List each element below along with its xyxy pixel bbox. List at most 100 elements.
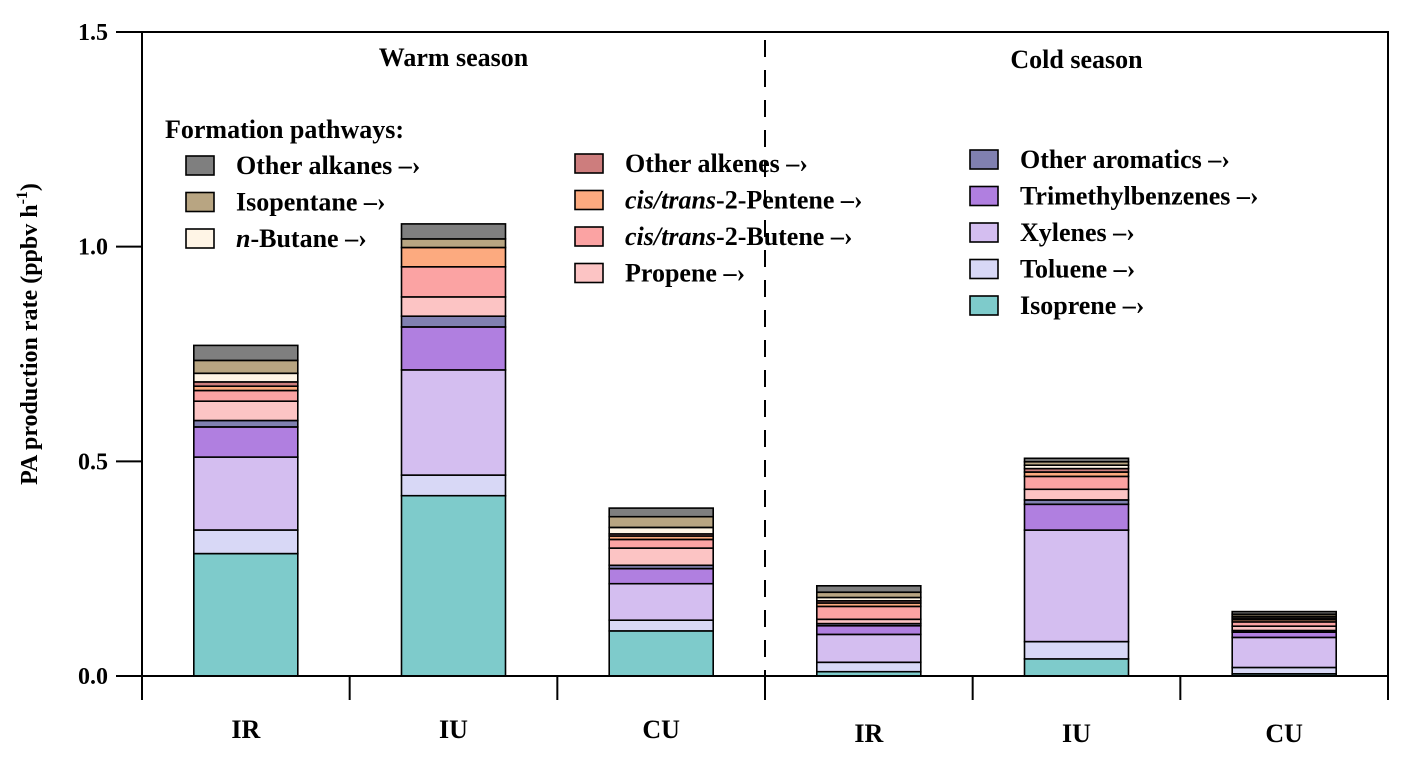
bar-segment-cu-3-toluene bbox=[608, 619, 715, 632]
y-tick-label: 0.0 bbox=[78, 664, 108, 690]
bar-segment-ir-4-trimethylbenzenes bbox=[815, 624, 922, 636]
legend-label: Trimethylbenzenes –› bbox=[1020, 182, 1259, 211]
bar-segment-iu-2-trimethylbenzenes bbox=[400, 326, 507, 371]
y-tick-label: 1.0 bbox=[78, 235, 108, 261]
bar-segment-iu-5-propene bbox=[1023, 488, 1130, 501]
y-axis-title: PA production rate (ppbv h-1) bbox=[14, 183, 43, 485]
legend-item-other-alkenes: Other alkenes –› bbox=[574, 149, 808, 178]
bar-segment-cu-3-propene bbox=[608, 547, 715, 567]
bar-segment-iu-5-isoprene bbox=[1023, 657, 1130, 677]
bar-segment-ir-4-isopentane bbox=[815, 591, 922, 599]
y-tick-label: 1.5 bbox=[78, 20, 108, 46]
bar-segment-ir-1-cis-trans-2-butene bbox=[193, 389, 299, 402]
legend-swatch bbox=[969, 222, 999, 243]
legend-item-isopentane: Isopentane –› bbox=[185, 188, 386, 217]
bar-segment-cu-3-isopentane bbox=[608, 515, 715, 529]
legend-item-propene: Propene –› bbox=[574, 259, 745, 288]
labels-layer: 0.0 0.5 1.0 1.5 IR IU CU IR IU CU Warm season Cold … bbox=[14, 20, 1303, 748]
bar-segment-cu-3-trimethylbenzenes bbox=[608, 567, 715, 585]
bar-segment-iu-2-other-aromatics bbox=[400, 315, 507, 328]
legend-title: Formation pathways: bbox=[165, 115, 404, 144]
bar-segment-ir-1-other-alkanes bbox=[193, 344, 299, 362]
legend-label: Propene –› bbox=[625, 259, 745, 288]
bar-segment-cu-6-xylenes bbox=[1231, 636, 1337, 669]
bar-segment-ir-4-other-alkanes bbox=[815, 584, 922, 593]
legend-item-isoprene: Isoprene –› bbox=[969, 291, 1144, 320]
x-tick-label: IU bbox=[1062, 719, 1091, 748]
legend-item-trimethylbenzenes: Trimethylbenzenes –› bbox=[969, 182, 1259, 211]
legend-item-n-butane: n-Butane –› bbox=[185, 224, 367, 253]
bar-segment-iu-2-cis-trans-2-butene bbox=[400, 265, 507, 298]
legend-item-other-alkanes: Other alkanes –› bbox=[185, 151, 420, 180]
bar-segment-cu-6-toluene bbox=[1231, 666, 1337, 675]
x-tick-label: IR bbox=[854, 719, 883, 748]
legend-swatch bbox=[185, 155, 215, 176]
bar-segment-iu-5-xylenes bbox=[1023, 529, 1130, 643]
legend-label: cis/trans-2-Pentene –› bbox=[625, 186, 863, 215]
legend-swatch bbox=[969, 258, 999, 280]
legend-swatch bbox=[185, 191, 215, 213]
legend-item-toluene: Toluene –› bbox=[969, 255, 1135, 284]
legend-swatch bbox=[574, 153, 604, 174]
legend-label: Other alkenes –› bbox=[625, 149, 808, 178]
legend-swatch bbox=[574, 189, 604, 211]
x-tick-label: CU bbox=[1265, 719, 1303, 748]
season-label: Warm season bbox=[379, 43, 529, 72]
bar-segment-cu-3-cis-trans-2-butene bbox=[608, 538, 715, 549]
legend-item-cis-trans-2-pentene: cis/trans-2-Pentene –› bbox=[574, 186, 863, 215]
legend-swatch bbox=[574, 226, 604, 247]
legend-item-other-aromatics: Other aromatics –› bbox=[969, 145, 1230, 174]
bar-segment-iu-2-other-alkanes bbox=[400, 223, 507, 240]
legend-swatch bbox=[969, 295, 999, 316]
bar-segment-ir-1-n-butane bbox=[193, 372, 299, 383]
legend-label: Isoprene –› bbox=[1020, 291, 1144, 320]
bar-segment-ir-1-other-aromatics bbox=[193, 419, 299, 428]
bar-segment-iu-5-toluene bbox=[1023, 640, 1130, 660]
legend-swatch bbox=[574, 262, 604, 284]
bar-segment-iu-2-isoprene bbox=[400, 494, 507, 677]
bar-segment-ir-4-xylenes bbox=[815, 633, 922, 664]
legend-label: cis/trans-2-Butene –› bbox=[625, 222, 853, 251]
bar-segment-iu-2-xylenes bbox=[400, 369, 507, 476]
y-tick-label: 0.5 bbox=[78, 449, 108, 475]
legend-label: Toluene –› bbox=[1020, 255, 1135, 284]
bar-segment-iu-5-trimethylbenzenes bbox=[1023, 503, 1130, 531]
bar-segment-iu-5-cis-trans-2-butene bbox=[1023, 475, 1130, 491]
season-label: Cold season bbox=[1010, 45, 1143, 74]
x-tick-label: IU bbox=[439, 715, 468, 744]
legend-label: n-Butane –› bbox=[236, 224, 367, 253]
bar-segment-iu-2-cis-trans-2-pentene bbox=[400, 246, 507, 268]
bar-segment-cu-6-other-alkanes bbox=[1231, 610, 1337, 615]
legend: Formation pathways: Other alkanes –› Isope… bbox=[165, 115, 1259, 320]
x-tick-label: CU bbox=[642, 715, 680, 744]
legend-swatch bbox=[969, 185, 999, 207]
legend-item-xylenes: Xylenes –› bbox=[969, 218, 1135, 247]
legend-label: Xylenes –› bbox=[1020, 218, 1135, 247]
bar-segment-iu-5-other-alkanes bbox=[1023, 457, 1130, 463]
bar-segment-ir-1-xylenes bbox=[193, 456, 299, 531]
bar-segment-cu-3-n-butane bbox=[608, 526, 715, 535]
legend-label: Other aromatics –› bbox=[1020, 145, 1230, 174]
bar-segment-ir-1-isopentane bbox=[193, 359, 299, 375]
x-tick-label: IR bbox=[231, 715, 260, 744]
legend-label: Isopentane –› bbox=[236, 188, 386, 217]
bar-segment-cu-3-isoprene bbox=[608, 630, 715, 677]
legend-label: Other alkanes –› bbox=[236, 151, 420, 180]
bar-segment-cu-3-other-alkanes bbox=[608, 507, 715, 518]
bar-segment-cu-3-xylenes bbox=[608, 582, 715, 622]
bar-segment-ir-4-cis-trans-2-butene bbox=[815, 605, 922, 621]
bars-layer bbox=[193, 223, 1337, 677]
legend-swatch bbox=[185, 228, 215, 249]
legend-swatch bbox=[969, 149, 999, 170]
bar-segment-ir-4-toluene bbox=[815, 661, 922, 673]
bar-segment-ir-1-propene bbox=[193, 400, 299, 422]
bar-segment-ir-1-isoprene bbox=[193, 552, 299, 677]
legend-item-cis-trans-2-butene: cis/trans-2-Butene –› bbox=[574, 222, 853, 251]
bar-segment-iu-2-propene bbox=[400, 296, 507, 317]
bar-segment-iu-2-toluene bbox=[400, 474, 507, 497]
bar-segment-ir-1-toluene bbox=[193, 529, 299, 555]
bar-segment-ir-1-trimethylbenzenes bbox=[193, 426, 299, 458]
bar-segment-iu-2-isopentane bbox=[400, 238, 507, 249]
